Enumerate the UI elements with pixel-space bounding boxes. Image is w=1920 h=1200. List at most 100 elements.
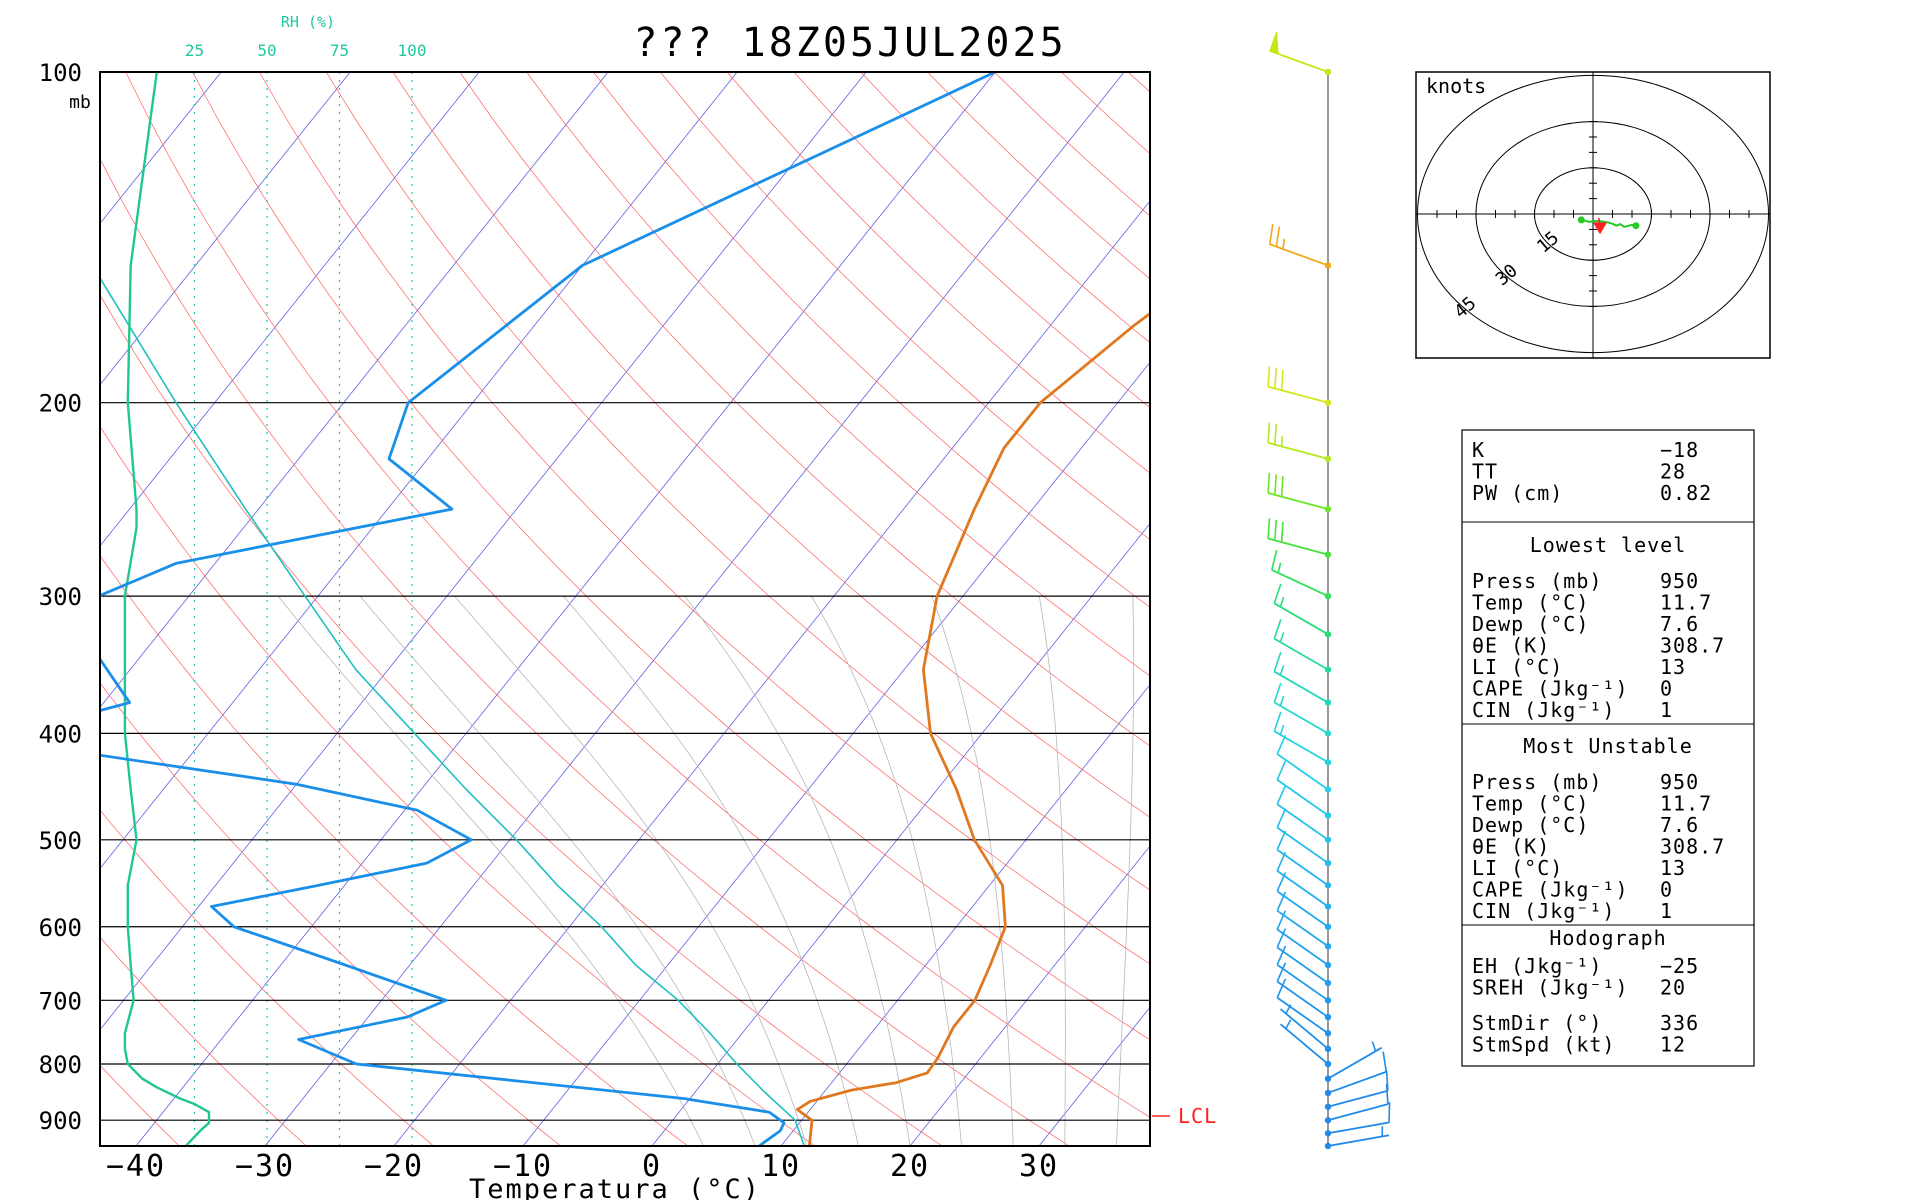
barb-feather bbox=[1267, 422, 1271, 443]
barb-shaft bbox=[1273, 637, 1329, 671]
wind-barb bbox=[1279, 1019, 1332, 1068]
index-label: Press (mb) bbox=[1472, 569, 1602, 593]
barb-shaft bbox=[1327, 1089, 1389, 1108]
index-value: 7.6 bbox=[1660, 612, 1699, 636]
wind-barb bbox=[1267, 518, 1332, 558]
dewpoint-profile bbox=[100, 72, 996, 1146]
barb-feather bbox=[1273, 583, 1282, 604]
temperature-tick-label: 20 bbox=[890, 1149, 930, 1184]
pressure-tick-label: 900 bbox=[39, 1107, 82, 1135]
dry-adiabat-line bbox=[100, 425, 816, 1146]
barb-half-feather bbox=[1285, 1019, 1292, 1030]
hodograph-unit-label: knots bbox=[1426, 74, 1486, 98]
hodograph-trace bbox=[1581, 218, 1637, 228]
index-value: 0.82 bbox=[1660, 481, 1712, 505]
barb-feather bbox=[1273, 619, 1282, 639]
index-value: 336 bbox=[1660, 1011, 1699, 1035]
isotherm-line bbox=[651, 522, 1150, 1146]
wind-barb bbox=[1276, 945, 1332, 1004]
barb-shaft bbox=[1279, 1008, 1329, 1050]
barb-shaft bbox=[1279, 1023, 1329, 1065]
hodograph: 15 30 45 bbox=[1416, 72, 1770, 358]
rh-tick-label: 100 bbox=[398, 41, 427, 60]
moist-adiabat-line bbox=[563, 595, 859, 1146]
index-label: StmDir (°) bbox=[1472, 1011, 1602, 1035]
isotherm-line bbox=[780, 684, 1150, 1146]
wind-level-dot bbox=[1324, 1117, 1332, 1124]
index-label: Temp (°C) bbox=[1472, 792, 1589, 816]
isotherm-line bbox=[135, 72, 996, 1146]
barb-shaft bbox=[1327, 1046, 1383, 1080]
wind-level-dot bbox=[1324, 1130, 1332, 1137]
temperature-tick-label: −20 bbox=[364, 1149, 424, 1184]
rh-tick-label: 25 bbox=[185, 41, 204, 60]
barb-feather bbox=[1274, 424, 1277, 445]
index-label: θE (K) bbox=[1472, 634, 1550, 658]
barb-feather bbox=[1273, 682, 1282, 703]
dry-adiabat-line bbox=[325, 72, 1150, 891]
index-value: 950 bbox=[1660, 569, 1699, 593]
barb-half-feather bbox=[1279, 596, 1285, 608]
index-value: 0 bbox=[1660, 677, 1673, 701]
barb-shaft bbox=[1276, 870, 1329, 908]
barb-feather bbox=[1267, 518, 1271, 539]
wind-barb bbox=[1276, 830, 1332, 889]
temperature-tick-label: −10 bbox=[493, 1149, 553, 1184]
barb-feather bbox=[1276, 962, 1287, 982]
temperature-tick-label: −30 bbox=[235, 1149, 295, 1184]
barb-feather bbox=[1276, 851, 1287, 872]
dry-adiabat-line bbox=[660, 72, 1150, 541]
pressure-tick-label: 300 bbox=[39, 583, 82, 611]
barb-shaft bbox=[1276, 946, 1329, 984]
barb-feather bbox=[1276, 891, 1287, 912]
wind-barb bbox=[1268, 223, 1332, 269]
barb-feather bbox=[1276, 945, 1287, 966]
index-label: PW (cm) bbox=[1472, 481, 1563, 505]
index-label: LI (°C) bbox=[1472, 655, 1563, 679]
index-label: Press (mb) bbox=[1472, 770, 1602, 794]
index-label: θE (K) bbox=[1472, 835, 1550, 859]
wind-barb bbox=[1276, 928, 1332, 987]
wind-barb bbox=[1276, 808, 1332, 867]
barb-shaft bbox=[1327, 1134, 1390, 1147]
pressure-tick-label: 700 bbox=[39, 987, 82, 1015]
hodograph-ring-label: 45 bbox=[1450, 293, 1480, 323]
barb-feather bbox=[1267, 366, 1271, 387]
indices-table: K −18 TT 28 PW (cm) 0.82 Lowest level Press (mb… bbox=[1461, 429, 1755, 1067]
barb-shaft bbox=[1327, 1121, 1390, 1135]
barb-shaft bbox=[1327, 1103, 1389, 1122]
isotherm-line bbox=[100, 72, 222, 225]
sounding-profiles bbox=[100, 72, 1150, 1146]
barb-shaft bbox=[1273, 730, 1329, 764]
temperature-tick-labels: −40 −30 −20 −10 0 10 20 30 bbox=[106, 1149, 1057, 1184]
pressure-tick-label: 400 bbox=[39, 720, 82, 748]
barb-feather bbox=[1273, 651, 1282, 672]
wind-barb bbox=[1279, 1004, 1332, 1053]
barb-feather bbox=[1267, 472, 1271, 494]
wind-barb bbox=[1276, 785, 1332, 843]
index-label: EH (Jkg⁻¹) bbox=[1472, 954, 1602, 978]
index-label: CIN (Jkg⁻¹) bbox=[1472, 698, 1615, 722]
barb-feather bbox=[1274, 519, 1277, 541]
storm-motion-arrow bbox=[1593, 222, 1608, 235]
barb-shaft bbox=[1273, 602, 1329, 636]
barb-half-feather bbox=[1279, 665, 1285, 676]
barb-feather bbox=[1268, 223, 1274, 245]
barb-half-feather bbox=[1279, 632, 1285, 643]
index-label: LI (°C) bbox=[1472, 856, 1563, 880]
index-value: 950 bbox=[1660, 770, 1699, 794]
index-value: 1 bbox=[1660, 899, 1673, 923]
index-value: −18 bbox=[1660, 438, 1699, 462]
wind-barb bbox=[1324, 1102, 1391, 1137]
wind-barb bbox=[1324, 1126, 1390, 1150]
wind-barb bbox=[1273, 682, 1332, 737]
barb-shaft bbox=[1271, 569, 1329, 597]
dry-adiabat-line bbox=[100, 554, 689, 1146]
temperature-profile bbox=[795, 311, 1150, 1146]
barb-feather bbox=[1271, 549, 1278, 571]
wind-barb bbox=[1267, 472, 1332, 513]
barb-feather bbox=[1276, 785, 1287, 805]
barb-shaft bbox=[1276, 890, 1329, 928]
dry-adiabat-line bbox=[100, 158, 1070, 1146]
pressure-tick-label: 500 bbox=[39, 827, 82, 855]
